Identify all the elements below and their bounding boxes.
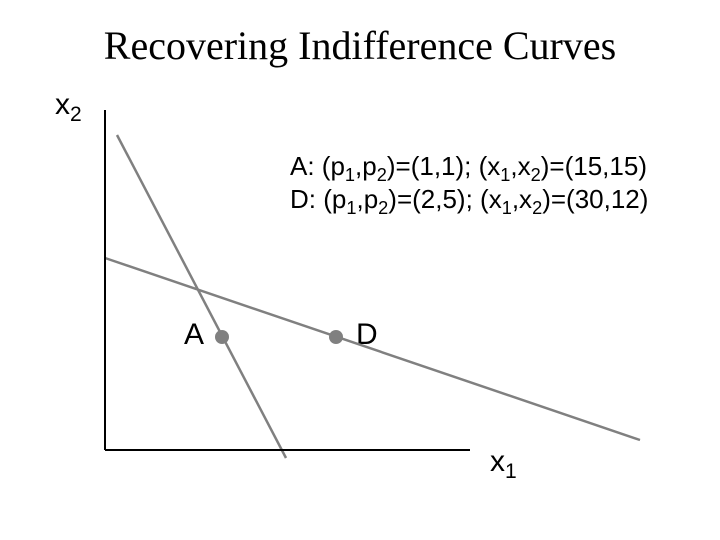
slide-container: Recovering Indifference Curves x2 x1 A: … (0, 0, 720, 540)
chart-svg (0, 0, 720, 540)
budget-line-A (117, 135, 286, 458)
budget-line-D (105, 258, 640, 440)
point-A (215, 330, 229, 344)
point-D (329, 330, 343, 344)
